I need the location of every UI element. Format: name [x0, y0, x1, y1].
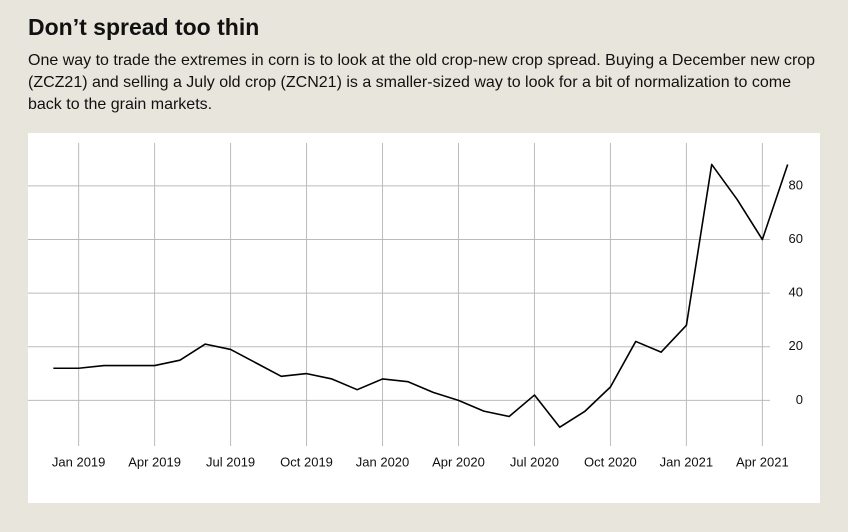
data-line: [53, 163, 789, 429]
x-tick-label: Oct 2019: [280, 454, 333, 469]
x-tick-label: Apr 2019: [128, 454, 181, 469]
chart: 0 20 40 60 80 Jan 2019 Apr 2019 Jul 2019 Oct 201…: [28, 133, 820, 503]
x-tick-label: Oct 2020: [584, 454, 637, 469]
chart-title: Don’t spread too thin: [28, 14, 260, 40]
x-tick-label: Jan 2021: [660, 454, 714, 469]
x-tick-label: Apr 2020: [432, 454, 485, 469]
x-tick-label: Jan 2020: [356, 454, 410, 469]
x-tick-label: Jan 2019: [52, 454, 106, 469]
plot-background: [28, 133, 820, 503]
y-tick-label: 40: [789, 285, 803, 300]
y-tick-label: 60: [789, 231, 803, 246]
y-tick-label: 20: [789, 338, 803, 353]
chart-subtitle: One way to trade the extremes in corn is…: [28, 52, 816, 113]
y-tick-label: 0: [796, 392, 803, 407]
x-tick-label: Jul 2019: [206, 454, 255, 469]
x-tick-label: Jul 2020: [510, 454, 559, 469]
x-tick-label: Apr 2021: [736, 454, 789, 469]
y-tick-label: 80: [789, 177, 803, 192]
